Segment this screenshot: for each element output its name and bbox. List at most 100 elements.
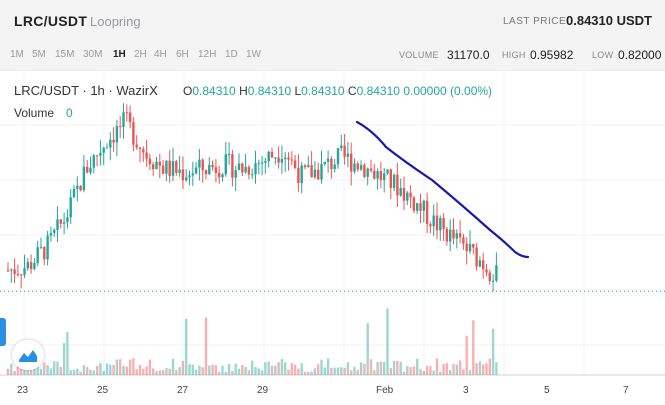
volume-bar [46, 365, 49, 375]
timeframe-1w[interactable]: 1W [246, 49, 261, 60]
volume-bar [16, 364, 20, 375]
price-chart[interactable] [0, 70, 665, 405]
tradingview-logo-button[interactable] [12, 340, 44, 370]
volume-bar [66, 332, 69, 375]
volume-bar [224, 371, 227, 375]
legend-ohlc: O0.84310 H0.84310 L0.84310 C0.84310 0.00… [183, 84, 492, 98]
candle-body [485, 269, 488, 273]
legend-o-value: 0.84310 [192, 84, 236, 98]
timeframe-6h[interactable]: 6H [176, 49, 189, 60]
candle-body [425, 200, 429, 225]
x-tick-label: 3 [463, 385, 469, 396]
candle-body [152, 164, 155, 170]
volume-bar [122, 365, 125, 375]
volume-bar [326, 358, 330, 375]
volume-bar [181, 360, 185, 375]
volume-bar [231, 371, 234, 375]
volume-bar [92, 370, 95, 375]
candle-body [356, 163, 359, 170]
candle-body [89, 167, 92, 173]
candle-body [33, 263, 36, 270]
candle-body [128, 112, 132, 123]
volume-bar [442, 364, 445, 375]
candle-body [178, 169, 181, 173]
candle-body [392, 174, 396, 189]
volume-bar [43, 362, 46, 375]
tradingview-logo-icon [19, 350, 37, 362]
candle-body [10, 269, 13, 271]
volume-bar [79, 371, 82, 375]
volume-bar [336, 367, 340, 375]
volume-bar [112, 365, 115, 375]
candle-body [188, 175, 191, 178]
volume-bar [72, 369, 76, 375]
x-tick-label: 27 [177, 385, 189, 396]
volume-bar [353, 366, 356, 375]
candle-body [350, 153, 353, 172]
chart-scroll-handle[interactable] [0, 318, 6, 346]
x-tick-label: 23 [17, 385, 29, 396]
volume-bar [135, 369, 138, 375]
candle-body [69, 197, 72, 218]
candle-body [175, 161, 178, 173]
volume-bar [392, 360, 396, 375]
volume-bar [69, 370, 72, 375]
candle-body [204, 170, 208, 175]
volume-bar [445, 363, 449, 375]
volume-bar [237, 368, 241, 375]
candle-body [455, 233, 458, 239]
candle-body [495, 265, 498, 281]
volume-bar [161, 370, 165, 375]
candle-body [491, 280, 495, 282]
candle-body [297, 167, 300, 184]
candle-body [201, 159, 204, 171]
candle-body [429, 224, 432, 227]
volume-bar [142, 368, 145, 375]
candle-body [23, 268, 26, 276]
volume-bar [168, 368, 171, 375]
volume-bar [53, 361, 56, 375]
volume-bar [76, 368, 79, 375]
timeframe-1h[interactable]: 1H [113, 49, 126, 60]
volume-bar [10, 363, 13, 375]
volume-bar [115, 359, 119, 375]
volume-bar [234, 363, 237, 375]
volume-bar [363, 363, 366, 375]
candle-body [416, 203, 419, 211]
volume-bar [495, 362, 498, 375]
volume-bar [379, 361, 383, 375]
pair-name: Loopring [90, 14, 141, 29]
volume-bar [478, 361, 482, 375]
volume-bar [86, 367, 89, 375]
candle-body [277, 157, 280, 163]
candle-body [165, 160, 168, 174]
candle-body [439, 218, 442, 231]
timeframe-12h[interactable]: 12H [198, 49, 217, 60]
candle-body [452, 229, 455, 239]
volume-bar [23, 366, 26, 375]
timeframe-15m[interactable]: 15M [55, 49, 75, 60]
timeframe-1d[interactable]: 1D [225, 49, 238, 60]
volume-bar [462, 369, 465, 375]
candle-body [53, 229, 56, 233]
timeframe-1m[interactable]: 1M [10, 49, 24, 60]
timeframe-4h[interactable]: 4H [154, 49, 167, 60]
volume-bar [429, 366, 432, 375]
timeframe-5m[interactable]: 5M [32, 49, 46, 60]
volume-bar [188, 364, 191, 375]
volume-bar [95, 365, 99, 375]
volume-bar [343, 367, 346, 375]
timeframe-2h[interactable]: 2H [134, 49, 147, 60]
candle-body [373, 170, 376, 179]
volume-bar [29, 369, 33, 375]
candle-body [95, 155, 99, 157]
candle-body [412, 197, 416, 211]
timeframe-30m[interactable]: 30M [83, 49, 103, 60]
volume-bar [320, 359, 323, 375]
volume-bar [109, 364, 112, 375]
candle-body [257, 163, 260, 165]
volume-bar [419, 368, 422, 375]
candle-body [112, 139, 115, 143]
candle-body [135, 144, 138, 148]
volume-bar [211, 364, 214, 375]
